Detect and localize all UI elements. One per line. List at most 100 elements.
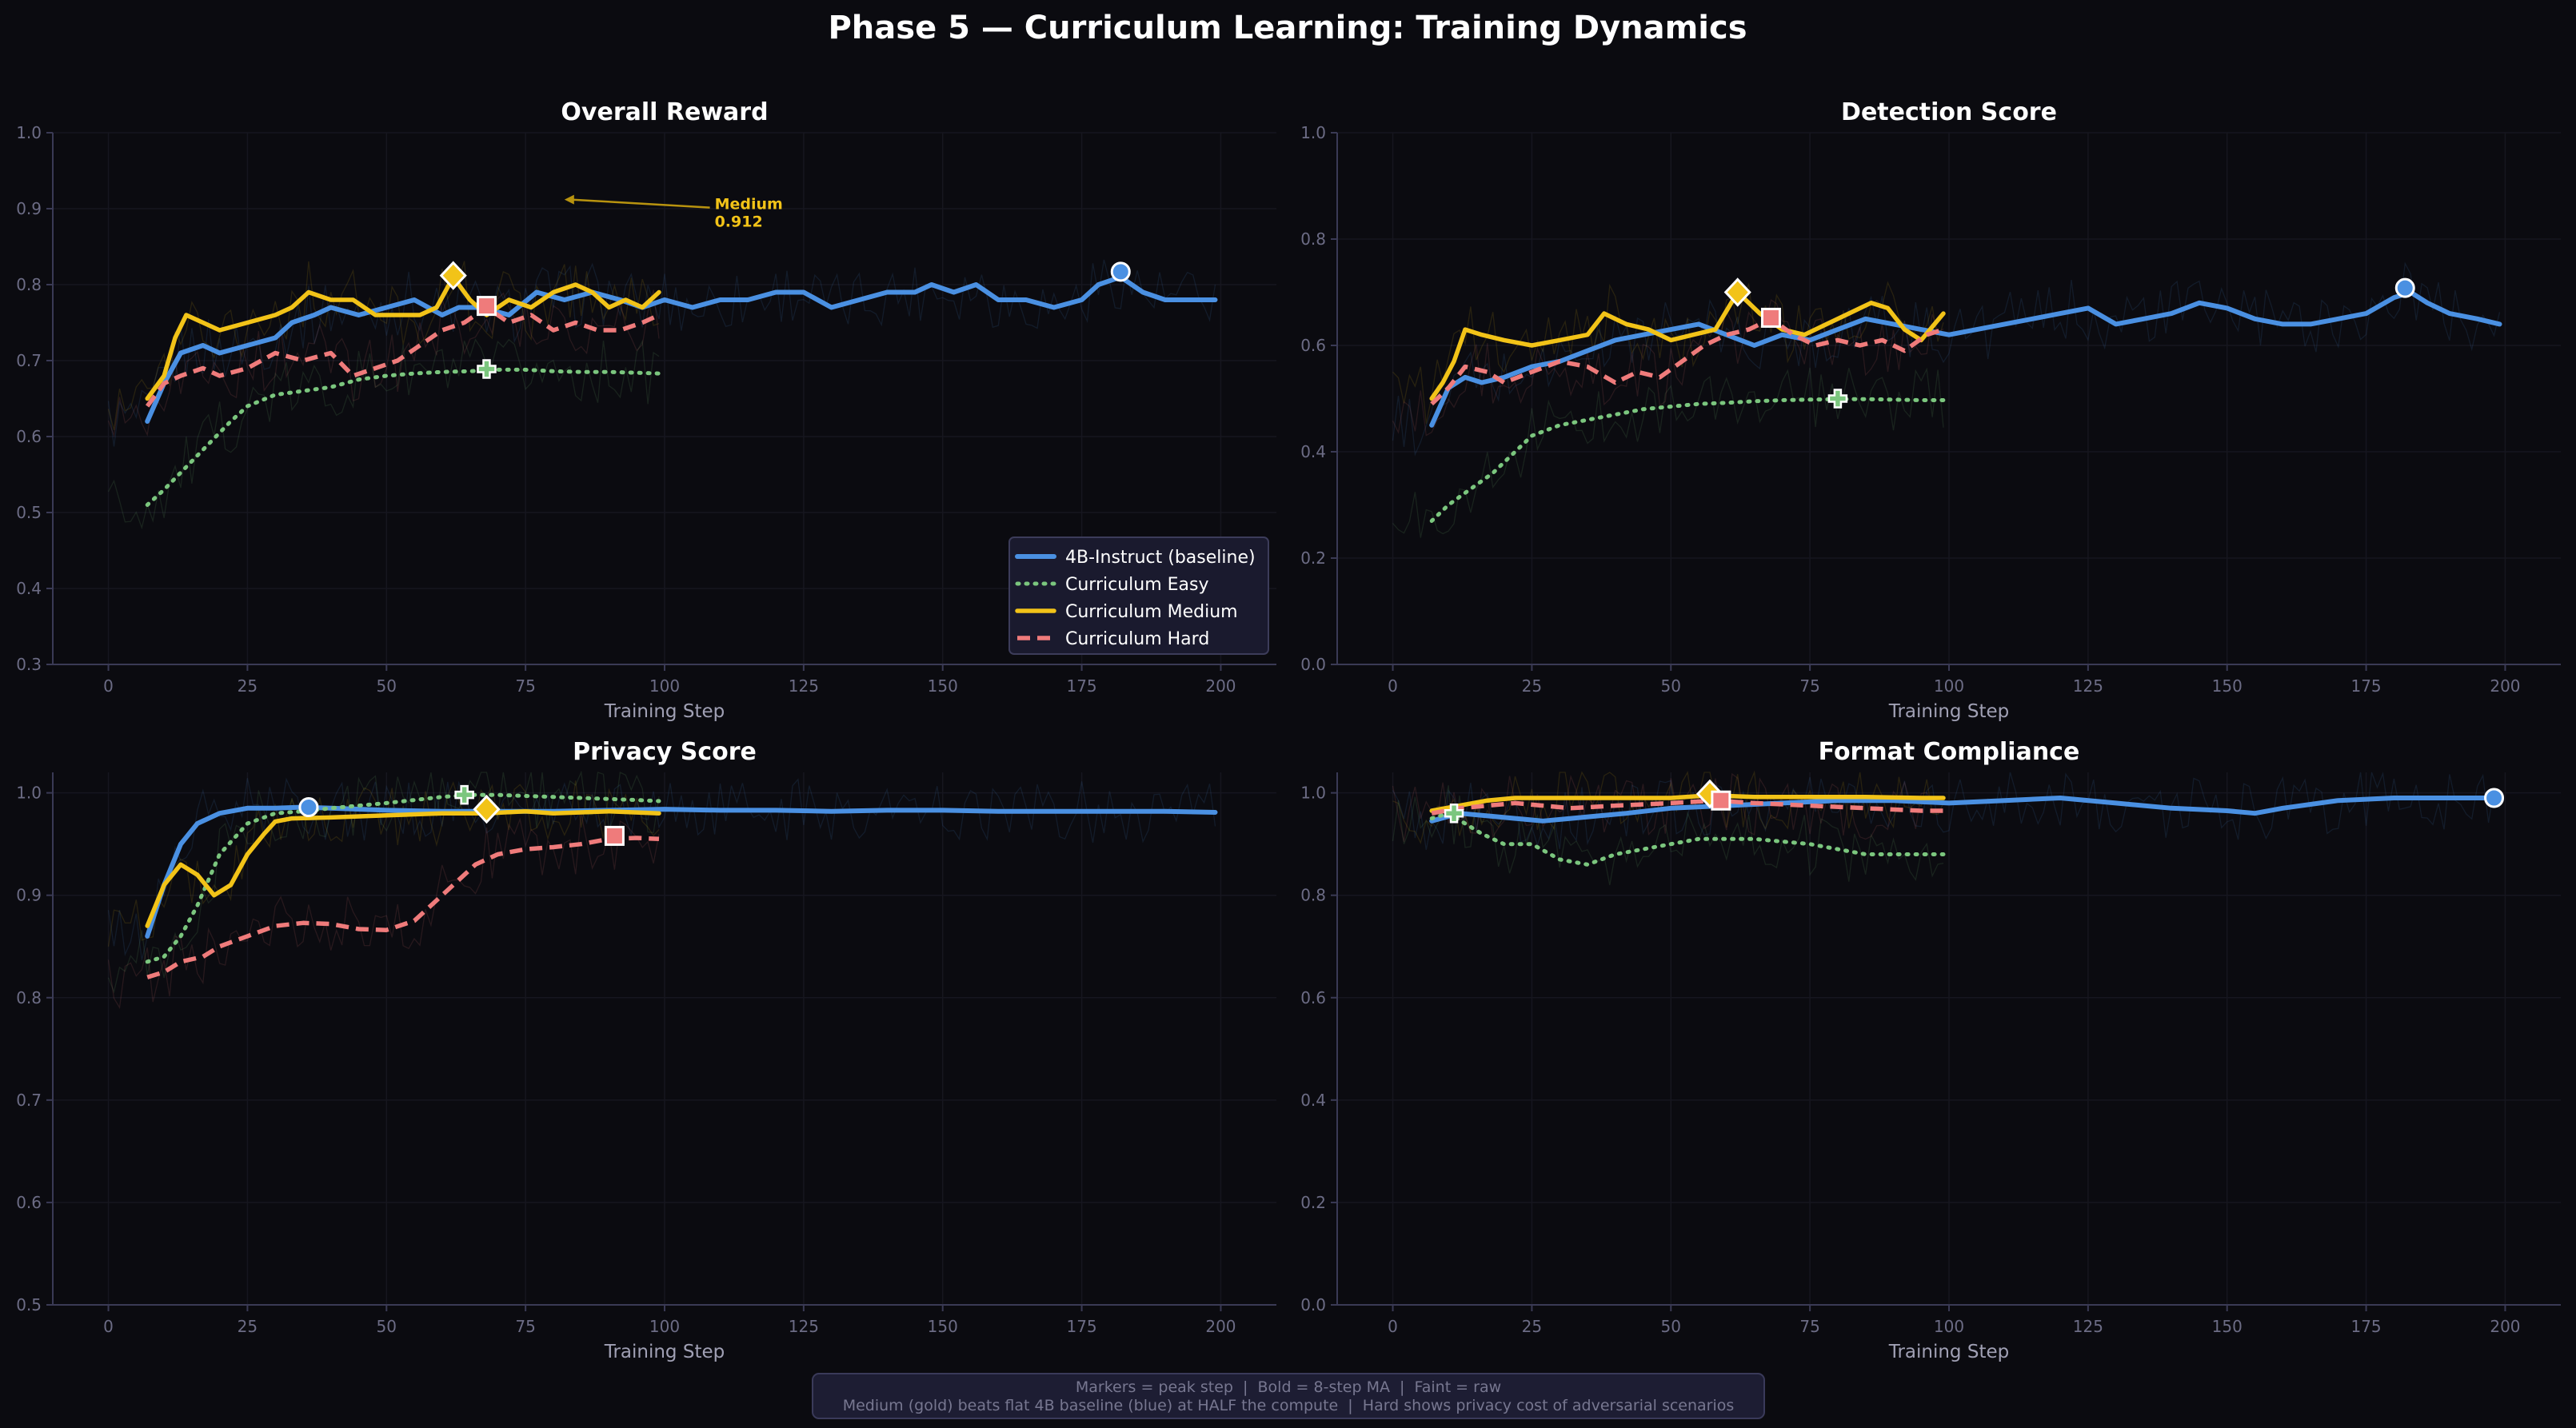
legend-label-medium: Curriculum Medium xyxy=(1065,602,1238,622)
chart-panels: 0.3 0.4 0.5 0.6 0.7 0.8 0.9 1.0 0 25 50 75 100 125 150… xyxy=(16,98,2561,1362)
x-axis-label: Training Step xyxy=(604,701,725,722)
raw-trace-easy xyxy=(1392,785,1944,886)
series-line-medium xyxy=(145,274,661,401)
chart-title: Format Compliance xyxy=(1819,738,2080,766)
series-line-easy xyxy=(145,367,661,507)
raw-trace-baseline xyxy=(1392,772,2501,850)
y-tick-label: 0.6 xyxy=(1300,336,1326,355)
legend-label-easy: Curriculum Easy xyxy=(1065,575,1209,595)
peak-marker-easy xyxy=(1444,803,1464,824)
chart-panel-1: 0.3 0.4 0.5 0.6 0.7 0.8 0.9 1.0 0 25 50 75 100 125 150… xyxy=(16,98,1276,722)
chart-panel-4: 0.0 0.2 0.4 0.6 0.8 1.0 0 25 50 75 100 125 150 175 200… xyxy=(1300,738,2561,1362)
x-tick-label: 25 xyxy=(1522,1317,1542,1336)
chart-title: Overall Reward xyxy=(561,98,768,126)
series-line-hard xyxy=(1430,317,1944,406)
raw-trace-medium xyxy=(107,780,660,947)
annotation-arrowhead xyxy=(564,194,574,205)
y-tick-label: 1.0 xyxy=(1300,784,1326,803)
x-tick-label: 150 xyxy=(928,676,958,696)
legend-box xyxy=(1008,536,1269,655)
peak-marker-medium xyxy=(439,261,467,290)
series-line-hard xyxy=(145,305,661,408)
raw-trace-baseline xyxy=(1392,261,2501,457)
y-tick-label: 0.2 xyxy=(1300,548,1326,568)
x-tick-label: 0 xyxy=(1388,676,1398,696)
x-axis-label: Training Step xyxy=(1888,701,2009,722)
y-tick-label: 0.9 xyxy=(16,199,42,218)
y-tick-label: 1.0 xyxy=(1300,123,1326,142)
raw-trace-hard xyxy=(1392,772,1944,842)
x-tick-label: 25 xyxy=(238,1317,258,1336)
series-line-baseline xyxy=(1429,796,2502,824)
y-tick-label: 0.4 xyxy=(1300,1091,1326,1110)
y-tick-label: 0.0 xyxy=(1300,655,1326,674)
x-tick-label: 25 xyxy=(238,676,258,696)
x-tick-label: 200 xyxy=(1205,1317,1236,1336)
x-tick-label: 100 xyxy=(649,1317,680,1336)
peak-marker-medium xyxy=(1723,277,1751,307)
x-tick-label: 150 xyxy=(2212,1317,2243,1336)
chart-title: Detection Score xyxy=(1841,98,2057,126)
peak-marker-easy xyxy=(477,359,497,379)
series-line-medium xyxy=(145,808,661,928)
x-tick-label: 125 xyxy=(2073,1317,2103,1336)
x-tick-label: 0 xyxy=(103,1317,114,1336)
footer-box: Markers = peak step | Bold = 8-step MA |… xyxy=(812,1373,1765,1419)
x-tick-label: 100 xyxy=(1934,1317,1964,1336)
y-tick-label: 0.2 xyxy=(1300,1193,1326,1212)
x-tick-label: 100 xyxy=(649,676,680,696)
x-tick-label: 100 xyxy=(1934,676,1964,696)
x-tick-label: 200 xyxy=(2490,676,2520,696)
series-line-hard xyxy=(146,836,660,979)
x-tick-label: 200 xyxy=(2490,1317,2520,1336)
peak-marker-easy xyxy=(454,784,474,805)
y-tick-label: 0.5 xyxy=(16,1295,42,1314)
x-tick-label: 175 xyxy=(1066,1317,1096,1336)
x-tick-label: 50 xyxy=(1661,676,1681,696)
series-line-easy xyxy=(145,792,661,964)
x-tick-label: 150 xyxy=(928,1317,958,1336)
y-tick-label: 0.8 xyxy=(16,988,42,1007)
y-tick-label: 0.7 xyxy=(16,351,42,370)
x-tick-label: 50 xyxy=(377,676,397,696)
x-tick-label: 75 xyxy=(515,676,535,696)
peak-marker-baseline xyxy=(2484,788,2505,808)
peak-marker-medium xyxy=(473,794,501,824)
y-tick-label: 0.3 xyxy=(16,655,42,674)
x-tick-label: 50 xyxy=(1661,1317,1681,1336)
x-tick-label: 75 xyxy=(1799,676,1819,696)
y-tick-label: 0.5 xyxy=(16,503,42,522)
series-line-baseline xyxy=(1429,289,2502,428)
annotation-label: Medium xyxy=(715,196,783,213)
peak-marker-baseline xyxy=(298,797,319,818)
annotation-arrow xyxy=(570,198,710,209)
y-tick-label: 0.8 xyxy=(1300,229,1326,249)
y-tick-label: 0.8 xyxy=(1300,886,1326,905)
annotation-value: 0.912 xyxy=(715,213,763,231)
x-tick-label: 0 xyxy=(103,676,114,696)
series-line-medium xyxy=(1429,289,1946,401)
peak-marker-hard xyxy=(1711,790,1731,811)
x-tick-label: 125 xyxy=(789,676,819,696)
raw-trace-easy xyxy=(107,338,660,530)
x-tick-label: 150 xyxy=(2212,676,2243,696)
raw-trace-baseline xyxy=(107,777,1216,960)
peak-marker-hard xyxy=(476,296,497,317)
y-tick-label: 0.7 xyxy=(16,1091,42,1110)
series-line-easy xyxy=(1429,811,1946,867)
y-tick-label: 1.0 xyxy=(16,123,42,142)
x-tick-label: 50 xyxy=(377,1317,397,1336)
y-tick-label: 0.4 xyxy=(16,579,42,598)
x-axis-label: Training Step xyxy=(1888,1342,2009,1362)
x-axis-label: Training Step xyxy=(604,1342,725,1362)
y-tick-label: 0.4 xyxy=(1300,442,1326,461)
x-tick-label: 175 xyxy=(1066,676,1096,696)
x-tick-label: 175 xyxy=(2350,1317,2381,1336)
peak-marker-baseline xyxy=(2394,277,2415,298)
x-tick-label: 200 xyxy=(1205,676,1236,696)
footer-line-2: Medium (gold) beats flat 4B baseline (bl… xyxy=(843,1397,1735,1414)
x-tick-label: 75 xyxy=(1799,1317,1819,1336)
x-tick-label: 75 xyxy=(515,1317,535,1336)
